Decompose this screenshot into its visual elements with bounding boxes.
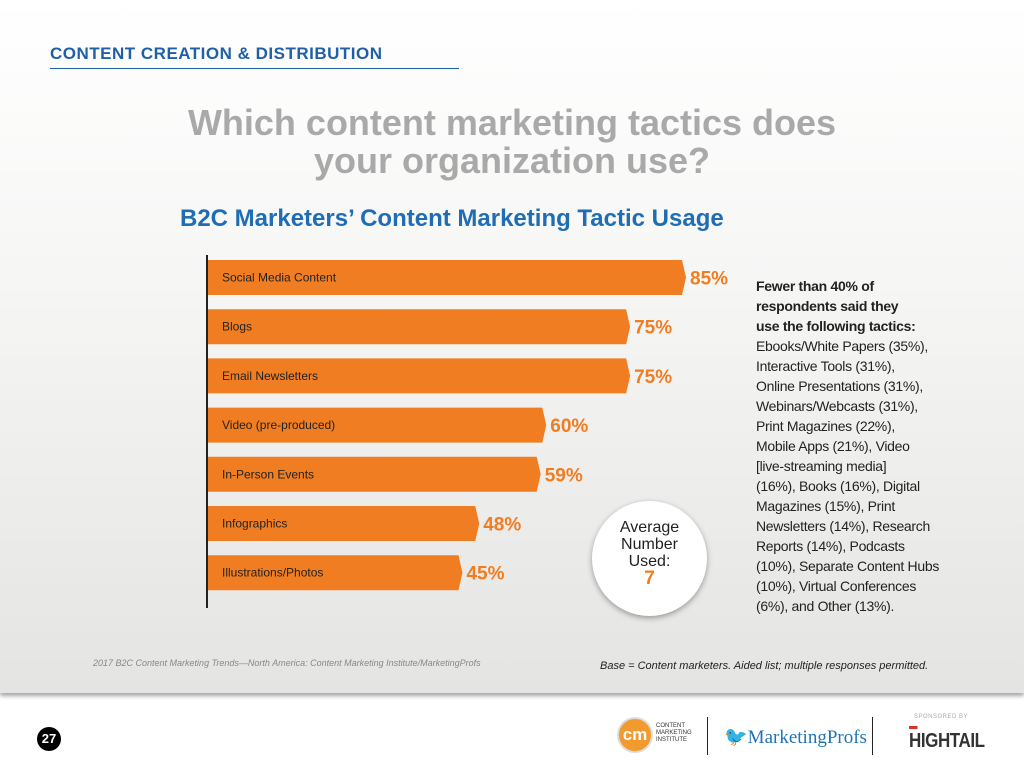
- divider: [872, 717, 873, 755]
- bar-chart: Social Media Content 85% Blogs 75% Email New…: [206, 255, 728, 608]
- category-label: Social Media Content: [222, 271, 337, 285]
- value-label: 60%: [550, 416, 588, 437]
- question-title: Which content marketing tactics does you…: [187, 102, 837, 181]
- cmi-text-2: MARKETING: [656, 730, 692, 736]
- note-line: (10%), Separate Content Hubs: [756, 558, 940, 574]
- source-note: 2017 B2C Content Marketing Trends—North …: [93, 658, 481, 668]
- chart-title: B2C Marketers’ Content Marketing Tactic …: [180, 205, 724, 232]
- note-bold-line: use the following tactics:: [756, 318, 916, 334]
- category-label: Video (pre-produced): [222, 418, 335, 432]
- value-label: 59%: [545, 465, 583, 486]
- bar: [207, 358, 631, 394]
- note-line: Print Magazines (22%),: [756, 418, 895, 434]
- marketingprofs-logo: 🐦MarketingProfs: [724, 727, 867, 748]
- cmi-logo-text: CONTENT MARKETING INSTITUTE: [656, 723, 692, 744]
- section-heading: CONTENT CREATION & DISTRIBUTION: [50, 44, 459, 69]
- average-value: 7: [644, 568, 655, 589]
- divider: [707, 717, 708, 755]
- category-label: Illustrations/Photos: [222, 566, 323, 580]
- value-label: 75%: [634, 367, 672, 388]
- value-label: 75%: [634, 318, 672, 339]
- hightail-logo: HIGHTAIL: [909, 726, 985, 752]
- note-line: Webinars/Webcasts (31%),: [756, 398, 918, 414]
- other-tactics-note: Fewer than 40% of respondents said they us…: [756, 276, 966, 616]
- bar: [207, 555, 463, 591]
- base-note: Base = Content marketers. Aided list; mu…: [600, 660, 929, 672]
- note-line: Magazines (15%), Print: [756, 498, 895, 514]
- bar: [207, 407, 547, 443]
- value-label: 48%: [483, 515, 521, 536]
- cmi-text-1: CONTENT: [656, 723, 685, 729]
- cmi-text-3: INSTITUTE: [656, 737, 687, 743]
- note-line: Ebooks/White Papers (35%),: [756, 338, 928, 354]
- category-label: Blogs: [222, 320, 252, 334]
- note-line: [live-streaming media]: [756, 458, 887, 474]
- note-line: (10%), Virtual Conferences: [756, 578, 917, 594]
- note-line: Online Presentations (31%),: [756, 378, 923, 394]
- bar: [207, 309, 631, 345]
- note-bold-line: respondents said they: [756, 298, 899, 314]
- marketingprofs-text: MarketingProfs: [747, 727, 867, 748]
- average-number-badge: Average Number Used: 7: [592, 501, 707, 616]
- average-label-3: Used:: [628, 553, 671, 570]
- average-label-1: Average: [619, 519, 680, 536]
- cmi-logo: cm: [617, 717, 653, 753]
- bar: [207, 456, 541, 492]
- note-line: Newsletters (14%), Research: [756, 518, 930, 534]
- note-line: (6%), and Other (13%).: [756, 598, 895, 614]
- sponsored-by-label: SPONSORED BY: [914, 714, 969, 720]
- note-bold-line: Fewer than 40% of: [756, 278, 874, 294]
- slide: CONTENT CREATION & DISTRIBUTION Which co…: [0, 0, 1024, 693]
- category-label: Infographics: [222, 517, 287, 531]
- value-label: 85%: [690, 269, 728, 290]
- category-label: In-Person Events: [222, 467, 314, 481]
- category-label: Email Newsletters: [222, 369, 318, 383]
- page-number: 27: [37, 727, 61, 751]
- value-label: 45%: [466, 564, 504, 585]
- note-line: Mobile Apps (21%), Video: [756, 438, 910, 454]
- bar: [207, 506, 480, 541]
- note-line: Reports (14%), Podcasts: [756, 538, 905, 554]
- bar: [207, 260, 686, 295]
- note-line: Interactive Tools (31%),: [756, 358, 895, 374]
- note-line: (16%), Books (16%), Digital: [756, 478, 920, 494]
- average-label-2: Number: [621, 536, 678, 553]
